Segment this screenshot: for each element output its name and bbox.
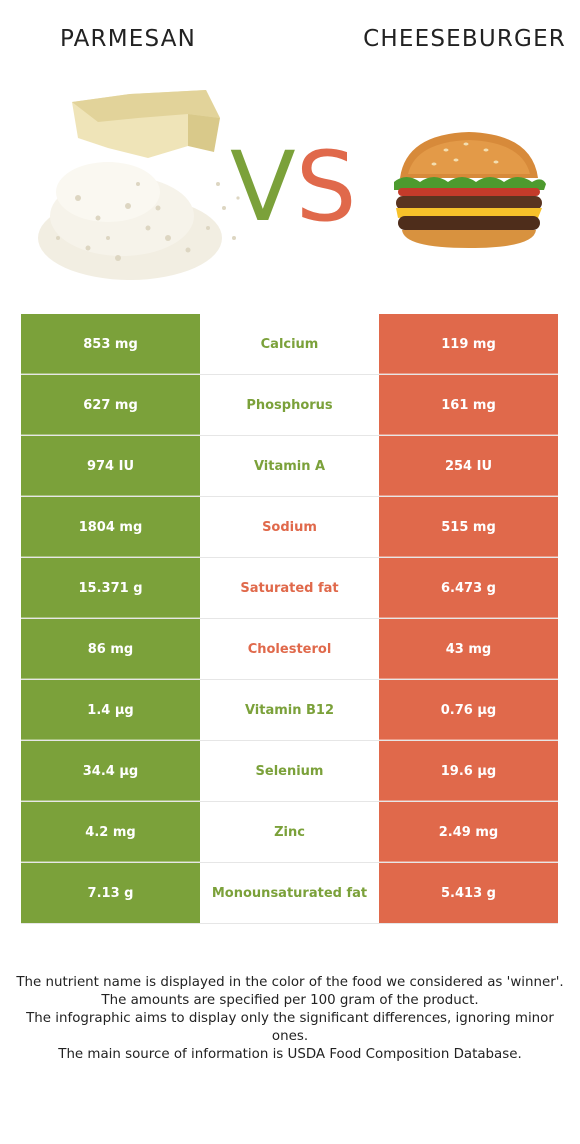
- nutrient-row: 1804 mg Sodium 515 mg: [21, 497, 558, 558]
- right-food-title: CHEESEBURGER: [363, 26, 566, 52]
- nutrient-name: Vitamin A: [200, 436, 379, 496]
- right-value: 0.76 µg: [379, 680, 558, 740]
- left-value: 34.4 µg: [21, 741, 200, 801]
- footer-line: The infographic aims to display only the…: [26, 1011, 554, 1044]
- left-value: 974 IU: [21, 436, 200, 496]
- right-value: 19.6 µg: [379, 741, 558, 801]
- nutrient-name: Calcium: [200, 314, 379, 374]
- nutrient-name: Saturated fat: [200, 558, 379, 618]
- left-value: 15.371 g: [21, 558, 200, 618]
- nutrient-table: 853 mg Calcium 119 mg 627 mg Phosphorus 161 m…: [21, 314, 558, 924]
- nutrient-row: 4.2 mg Zinc 2.49 mg: [21, 802, 558, 863]
- left-value: 1804 mg: [21, 497, 200, 557]
- vs-label: VS: [230, 132, 352, 242]
- nutrient-row: 34.4 µg Selenium 19.6 µg: [21, 741, 558, 802]
- parmesan-image: [38, 90, 240, 280]
- nutrient-name: Monounsaturated fat: [200, 863, 379, 923]
- nutrient-name: Selenium: [200, 741, 379, 801]
- nutrient-row: 974 IU Vitamin A 254 IU: [21, 436, 558, 497]
- left-value: 4.2 mg: [21, 802, 200, 862]
- nutrient-row: 1.4 µg Vitamin B12 0.76 µg: [21, 680, 558, 741]
- nutrient-name: Zinc: [200, 802, 379, 862]
- left-value: 7.13 g: [21, 863, 200, 923]
- svg-text:VS: VS: [230, 132, 352, 242]
- nutrient-name: Sodium: [200, 497, 379, 557]
- footer-line: The amounts are specified per 100 gram o…: [101, 993, 479, 1008]
- nutrient-row: 86 mg Cholesterol 43 mg: [21, 619, 558, 680]
- nutrient-row: 627 mg Phosphorus 161 mg: [21, 375, 558, 436]
- left-food-title: PARMESAN: [60, 26, 197, 52]
- nutrient-name: Cholesterol: [200, 619, 379, 679]
- nutrient-row: 853 mg Calcium 119 mg: [21, 314, 558, 375]
- right-value: 254 IU: [379, 436, 558, 496]
- nutrient-row: 7.13 g Monounsaturated fat 5.413 g: [21, 863, 558, 924]
- nutrient-row: 15.371 g Saturated fat 6.473 g: [21, 558, 558, 619]
- right-value: 6.473 g: [379, 558, 558, 618]
- right-value: 119 mg: [379, 314, 558, 374]
- right-value: 161 mg: [379, 375, 558, 435]
- right-value: 5.413 g: [379, 863, 558, 923]
- left-value: 627 mg: [21, 375, 200, 435]
- right-value: 515 mg: [379, 497, 558, 557]
- nutrient-name: Vitamin B12: [200, 680, 379, 740]
- footer-line: The nutrient name is displayed in the co…: [16, 975, 564, 990]
- left-value: 853 mg: [21, 314, 200, 374]
- left-value: 86 mg: [21, 619, 200, 679]
- footer-line: The main source of information is USDA F…: [58, 1047, 522, 1062]
- footer-notes: The nutrient name is displayed in the co…: [14, 974, 566, 1064]
- right-value: 43 mg: [379, 619, 558, 679]
- nutrient-name: Phosphorus: [200, 375, 379, 435]
- right-value: 2.49 mg: [379, 802, 558, 862]
- left-value: 1.4 µg: [21, 680, 200, 740]
- cheeseburger-image: [394, 132, 546, 248]
